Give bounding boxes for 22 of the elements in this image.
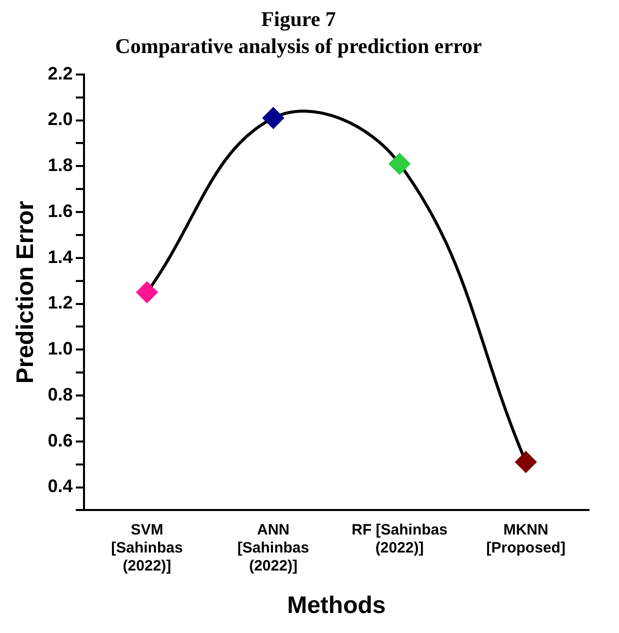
y-tick-label: 1.2 [48,292,73,313]
y-tick-label: 0.6 [48,430,73,450]
y-tick-label: 0.8 [48,384,73,404]
point [515,452,536,473]
point [262,107,284,128]
x-tick-label: MKNN [Proposed] [486,521,566,556]
y-tick-label: 1.0 [48,338,73,359]
point [136,282,158,303]
y-tick-label: 2.0 [48,109,73,130]
y-tick-label: 1.6 [48,200,73,221]
x-axis-title: Methods [287,592,386,620]
y-tick-label: 2.2 [48,63,73,84]
x-tick-label: ANN [Sahinbas (2022)] [237,521,310,574]
y-tick-label: 0.4 [48,476,73,496]
chart-title: Figure 7 [261,7,336,32]
x-tick-label: SVM [Sahinbas (2022)] [111,521,183,574]
point [389,153,410,174]
y-axis-title: Prediction Error [12,200,40,384]
x-tick-label: RF [Sahinbas (2022)] [352,521,448,556]
chart-subtitle: Comparative analysis of prediction error [115,34,482,58]
y-tick-label: 1.8 [48,155,73,176]
y-tick-label: 1.4 [48,246,73,267]
